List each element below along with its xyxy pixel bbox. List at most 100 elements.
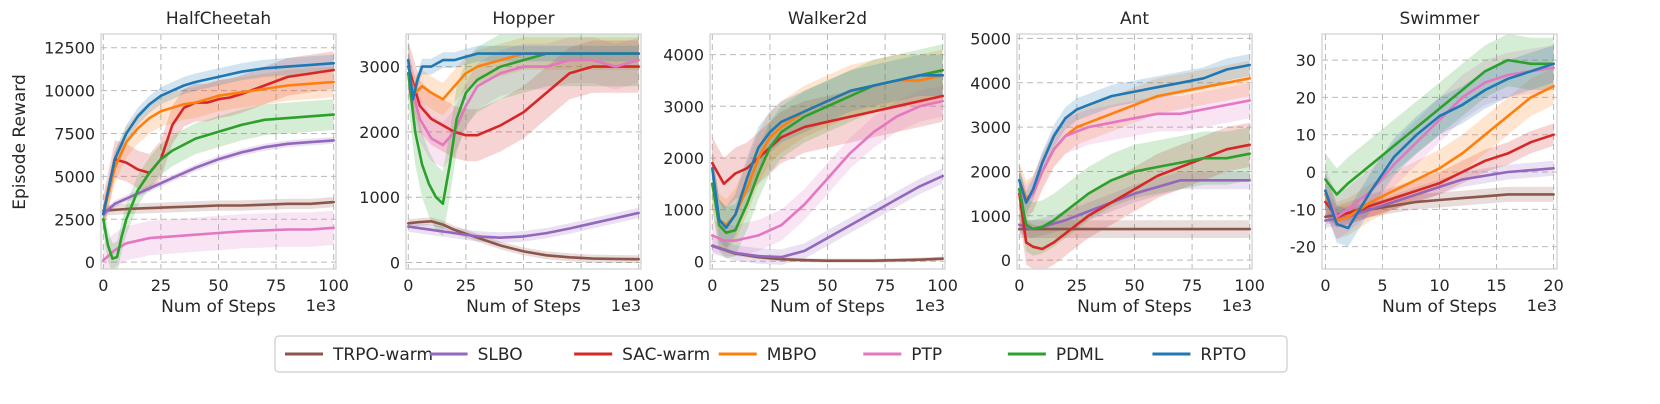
y-tick-label: 2000 [359,123,400,142]
y-tick-label: 3000 [663,97,704,116]
y-tick-label: 4000 [970,74,1011,93]
series-layer [1324,34,1555,247]
line-slbo [710,174,945,259]
y-tick-label: 5000 [970,29,1011,48]
x-axis-label: Num of Steps [161,297,276,317]
line-slbo [406,211,641,239]
y-tick-label: 20 [1296,88,1316,107]
y-tick-label: -20 [1290,238,1316,257]
x-tick-label: 100 [623,276,654,295]
x-tick-label: 15 [1486,276,1506,295]
line-pdml [1017,152,1251,231]
legend-frame [274,335,1288,373]
y-tick-label: 3000 [359,58,400,77]
x-tick-label: 0 [98,276,108,295]
band-slbo [103,136,334,218]
plot-frame [1016,33,1253,270]
line-ptp [102,226,336,262]
y-tick-label: 1000 [970,207,1011,226]
line-trpo-warm [102,200,336,212]
y-tick-label: 0 [1306,163,1316,182]
x-axis-label: Num of Steps [466,297,581,317]
band-rpto [1325,45,1554,247]
line-mbpo [102,80,336,216]
x-tick-label: 25 [456,276,476,295]
line-slbo [1324,167,1555,222]
x-tick-label: 50 [1124,276,1144,295]
legend-label: TRPO-warm [332,345,433,365]
band-ptp [103,210,334,269]
band-slbo [712,168,943,265]
y-tick-label: 1000 [359,188,400,207]
y-tick-label: 30 [1296,51,1316,70]
y-tick-label: 2000 [663,149,704,168]
line-pdml [102,113,336,261]
y-tick-label: 3000 [970,118,1011,137]
x-tick-label: 0 [403,276,413,295]
x-tick-label: 0 [1014,276,1024,295]
band-slbo [1019,171,1250,238]
line-mbpo [1324,84,1555,222]
line-sac-warm [710,94,945,186]
x-tick-label: 100 [1234,276,1265,295]
panel-title: Swimmer [1400,9,1480,29]
x-tick-label: 50 [208,276,228,295]
line-ptp [1017,99,1251,204]
legend-label: PTP [911,345,942,365]
line-rpto [710,74,945,229]
x-axis-label: Num of Steps [770,297,885,317]
x-multiplier-label: 1e3 [1222,296,1252,315]
band-ptp [1325,45,1554,240]
line-rpto [102,61,336,216]
series-layer [406,34,641,264]
y-tick-label: 10000 [44,82,95,101]
legend-item-mbpo: MBPO [718,345,817,365]
y-tick-label: 0 [1001,251,1011,270]
plot-frame [1321,33,1558,270]
series-layer [1017,54,1251,269]
line-ptp [710,99,945,242]
band-pdml [408,34,639,237]
y-tick-label: 1000 [663,201,704,220]
band-mbpo [103,66,334,230]
y-tick-label: 0 [694,252,704,271]
legend-label: MBPO [767,345,817,365]
x-tick-label: 100 [927,276,958,295]
x-tick-label: 75 [266,276,286,295]
series-layer [710,44,945,265]
legend-label: RPTO [1200,345,1246,365]
line-rpto [1017,63,1251,204]
legend-label: SAC-warm [622,345,710,365]
legend-item-rpto: RPTO [1152,345,1246,365]
band-ptp [712,85,943,257]
band-rpto [712,54,943,249]
y-tick-label: -10 [1290,200,1316,219]
legend-item-sac-warm: SAC-warm [574,345,710,365]
x-tick-label: 10 [1429,276,1449,295]
x-tick-label: 20 [1543,276,1563,295]
y-tick-label: 5000 [54,167,95,186]
x-tick-label: 100 [318,276,349,295]
x-tick-label: 0 [707,276,717,295]
x-tick-label: 0 [1320,276,1330,295]
plot-frame [100,33,337,270]
panel-title: Hopper [492,9,554,29]
x-tick-label: 25 [151,276,171,295]
x-multiplier-label: 1e3 [915,296,945,315]
line-sac-warm [406,65,641,137]
legend-label: SLBO [478,345,523,365]
legend-item-pdml: PDML [1007,345,1104,365]
x-axis-label: Num of Steps [1077,297,1192,317]
x-tick-label: 25 [1067,276,1087,295]
legend-item-trpo-warm: TRPO-warm [285,345,433,365]
x-tick-label: 75 [875,276,895,295]
y-tick-label: 12500 [44,39,95,58]
y-axis-label: Episode Reward [10,74,30,209]
legend-label: PDML [1056,345,1104,365]
y-tick-label: 0 [390,253,400,272]
